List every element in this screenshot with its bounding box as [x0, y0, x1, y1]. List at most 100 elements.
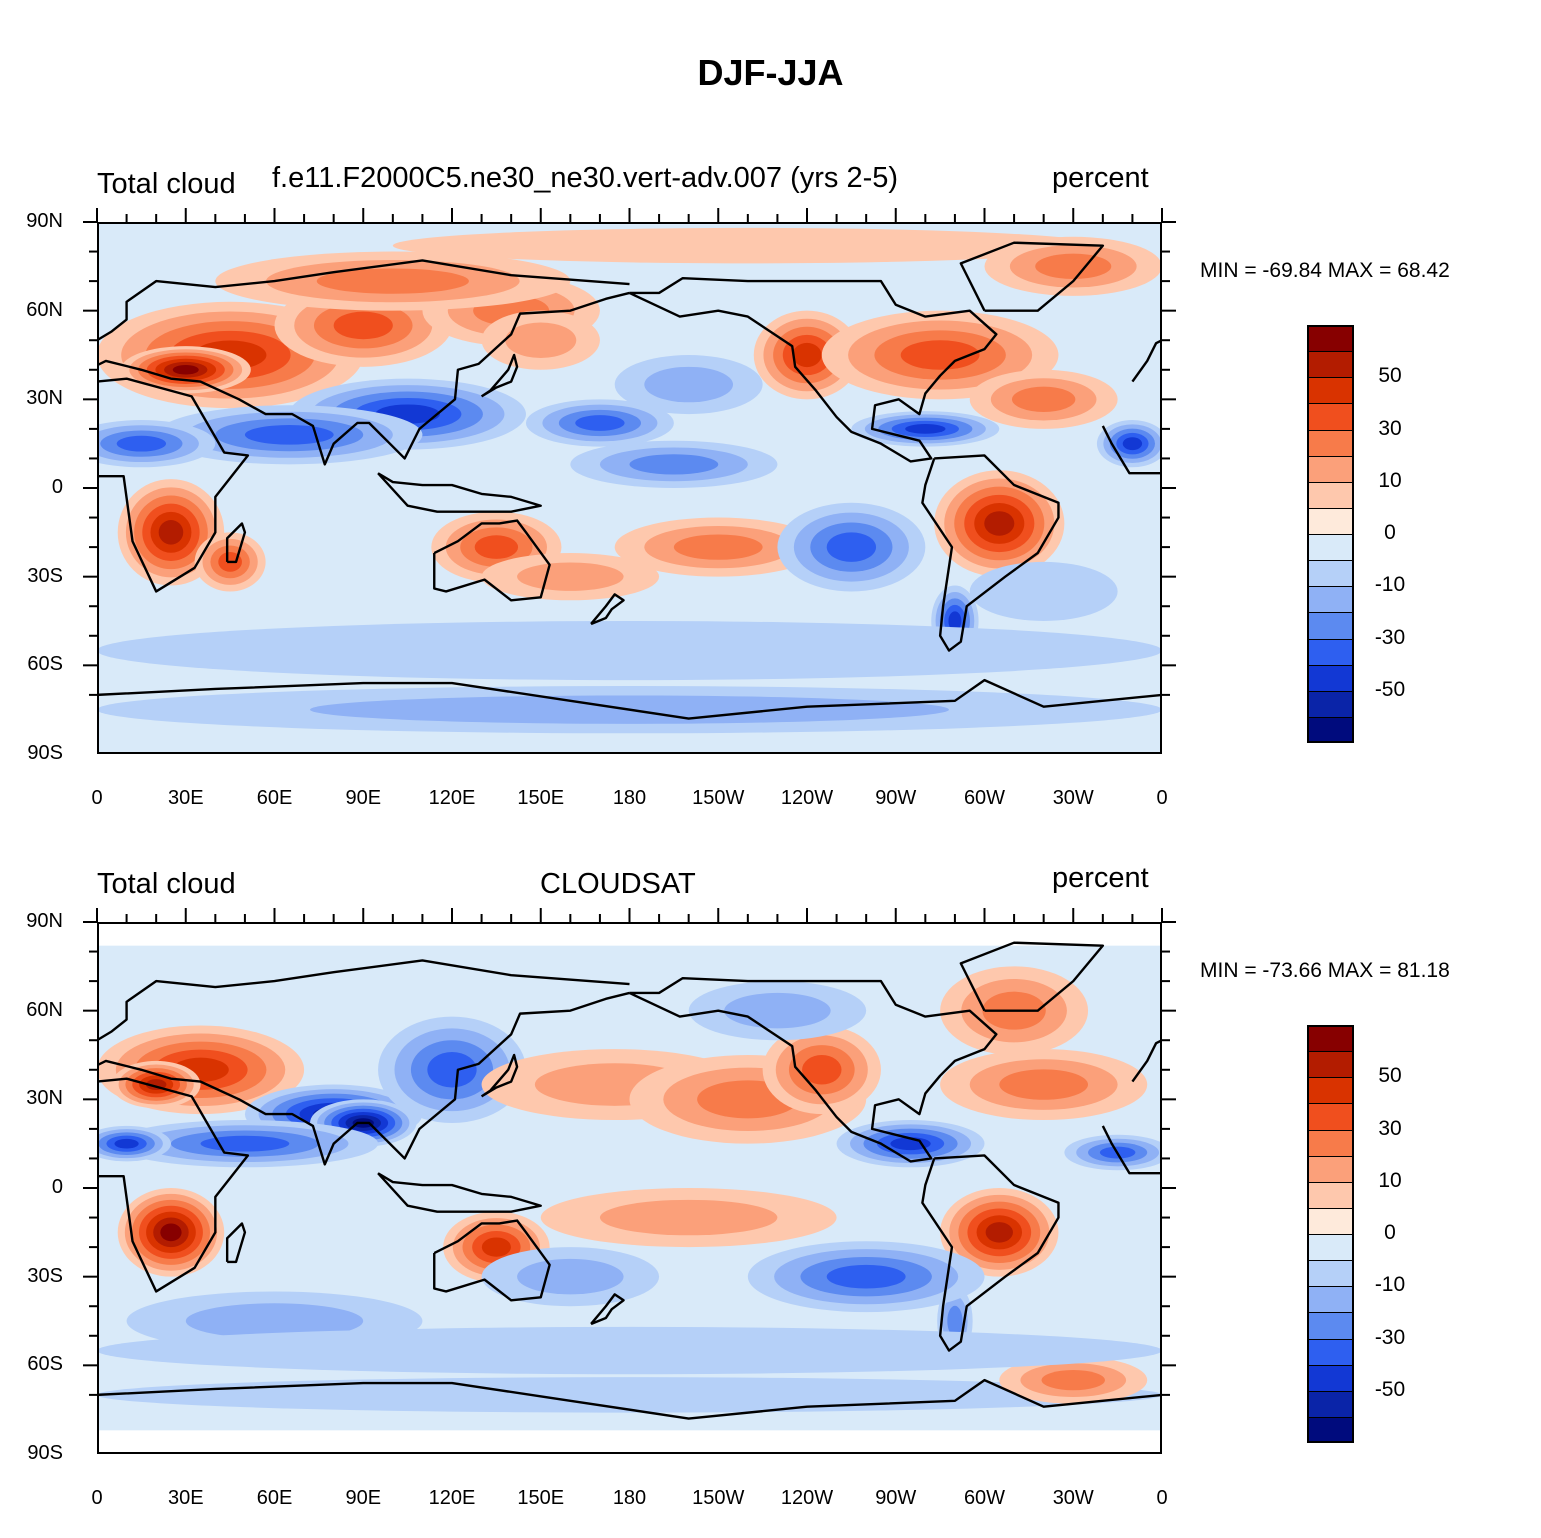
colorbar-label: 10 [1378, 468, 1402, 492]
coastline [590, 593, 625, 626]
colorbar-segment [1307, 1155, 1354, 1182]
colorbar-segment [1307, 586, 1354, 613]
colorbar-segment [1307, 351, 1354, 378]
contour-region [826, 1264, 906, 1289]
coastline [480, 1053, 519, 1098]
axis-ticks-model [83, 208, 1176, 696]
colorbar-segment [1307, 1129, 1354, 1156]
y-tick-label: 30S [27, 1264, 63, 1287]
contour-region [644, 366, 734, 403]
y-tick-label: 60N [26, 298, 63, 321]
contour-region [826, 532, 877, 562]
colorbar-segment [1307, 1416, 1354, 1443]
x-tick-label: 90E [345, 1487, 382, 1509]
contour-region [999, 1069, 1089, 1100]
panel-center-label: f.e11.F2000C5.ne30_ne30.vert-adv.007 (yr… [272, 162, 899, 194]
contour-region [1122, 437, 1143, 451]
x-tick-label: 120W [780, 1487, 834, 1509]
coastline [1131, 1039, 1162, 1083]
map-field-model [97, 222, 1162, 754]
coastline [433, 519, 551, 602]
colorbar-segment [1307, 455, 1354, 482]
contour-region [1011, 386, 1076, 412]
colorbar-label: -10 [1374, 573, 1406, 597]
colorbar-label: -30 [1374, 625, 1406, 649]
contour-region [802, 1055, 842, 1085]
x-tick-label: 60W [963, 787, 1006, 809]
axis-ticks-cloudsat [83, 908, 1176, 1396]
colorbar-label: -30 [1374, 1325, 1406, 1349]
x-tick-label: 90W [875, 787, 917, 809]
x-tick-label: 180 [612, 787, 647, 809]
x-tick-label: 30W [1052, 787, 1094, 809]
colorbar-segment [1307, 1390, 1354, 1417]
min-max-text: MIN = -73.66 MAX = 81.18 [1200, 959, 1450, 982]
colorbar-cloudsat [1307, 1025, 1354, 1443]
contour-region [905, 424, 946, 434]
contour-region [158, 520, 184, 545]
figure-title: DJF-JJA [697, 52, 844, 93]
x-tick-label: 120E [428, 1487, 476, 1509]
colorbar-segment [1307, 560, 1354, 587]
contour-region [900, 340, 980, 370]
colorbar-segment [1307, 664, 1354, 691]
y-tick-label: 30N [26, 387, 63, 410]
colorbar-segment [1307, 1338, 1354, 1365]
x-tick-label: 150E [517, 787, 565, 809]
contour-region [244, 424, 334, 445]
coastline [377, 472, 542, 513]
x-tick-label: 30E [167, 1487, 204, 1509]
colorbar-segment [1307, 325, 1354, 352]
x-tick-label: 30E [167, 787, 204, 809]
x-tick-label: 90W [875, 1487, 917, 1509]
colorbar-segment [1307, 403, 1354, 430]
colorbar-label: -50 [1374, 677, 1406, 701]
x-tick-label: 180 [612, 1487, 647, 1509]
colorbar-label: 0 [1384, 1221, 1396, 1244]
contour-region [392, 227, 1103, 264]
colorbar-segment [1307, 534, 1354, 561]
x-tick-label: 120W [780, 787, 834, 809]
x-tick-label: 150W [692, 1487, 745, 1509]
coastline [959, 241, 1105, 312]
no-data-region [97, 922, 1162, 946]
colorbar-segment [1307, 1260, 1354, 1287]
colorbar-label: -50 [1374, 1377, 1406, 1401]
panel-left-label: Total cloud [97, 868, 236, 900]
colorbar-segment [1307, 1364, 1354, 1391]
contour-region [333, 311, 393, 340]
min-max-text: MIN = -69.84 MAX = 68.42 [1200, 259, 1450, 282]
y-tick-label: 60S [27, 653, 63, 676]
colorbar-segment [1307, 1103, 1354, 1130]
coastline [1101, 425, 1162, 475]
no-data-region [97, 1430, 1162, 1454]
y-tick-label: 60N [26, 998, 63, 1021]
colorbar-label: 10 [1378, 1168, 1402, 1192]
contour-region [97, 621, 1162, 681]
contour-region [185, 1303, 364, 1339]
colorbar-segment [1307, 1077, 1354, 1104]
coastline [628, 976, 998, 1163]
coastline [97, 1077, 250, 1293]
contour-region [575, 415, 625, 431]
colorbar-segment [1307, 507, 1354, 534]
coastline [480, 353, 519, 398]
colorbar-segment [1307, 377, 1354, 404]
x-tick-label: 60W [963, 1487, 1006, 1509]
colorbar-label: 30 [1378, 416, 1402, 440]
x-tick-label: 0 [91, 1487, 103, 1509]
contour-region [474, 535, 519, 559]
colorbar-label: 50 [1378, 1064, 1402, 1088]
y-tick-label: 60S [27, 1353, 63, 1376]
panel-model: Total cloud f.e11.F2000C5.ne30_ne30.vert… [0, 0, 1541, 809]
coastline [97, 259, 630, 342]
colorbar-segment [1307, 429, 1354, 456]
panel-cloudsat: Total cloud CLOUDSAT percent 90N 60N 30N 0 3… [0, 700, 1541, 1509]
panel-left-label: Total cloud [97, 168, 236, 200]
coastline [921, 1154, 1060, 1352]
y-tick-label: 0 [51, 1176, 63, 1198]
colorbar-label: 0 [1384, 521, 1396, 544]
colorbar-segment [1307, 612, 1354, 639]
contour-region [792, 342, 822, 368]
colorbar-segment [1307, 716, 1354, 743]
